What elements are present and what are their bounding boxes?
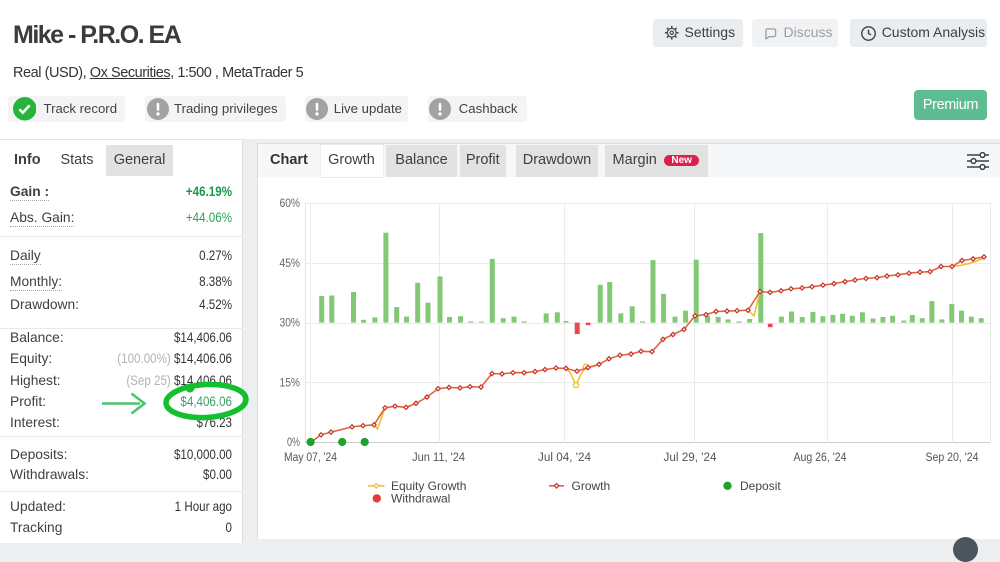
svg-text:45%: 45%: [280, 258, 301, 270]
svg-text:Withdrawal: Withdrawal: [391, 491, 450, 505]
svg-text:Growth: Growth: [572, 479, 611, 493]
svg-text:0%: 0%: [287, 437, 300, 449]
svg-text:60%: 60%: [280, 198, 301, 210]
svg-text:Equity Growth: Equity Growth: [391, 479, 466, 493]
svg-text:15%: 15%: [280, 377, 301, 389]
svg-text:Jul 29, '24: Jul 29, '24: [664, 452, 718, 464]
svg-text:Jun 11, '24: Jun 11, '24: [412, 452, 466, 464]
svg-text:Deposit: Deposit: [740, 479, 781, 493]
svg-text:Sep 20, '24: Sep 20, '24: [926, 452, 980, 464]
svg-text:May 07, '24: May 07, '24: [284, 452, 338, 464]
svg-text:Aug 26, '24: Aug 26, '24: [794, 452, 848, 464]
svg-text:30%: 30%: [280, 318, 301, 330]
svg-text:Jul 04, '24: Jul 04, '24: [538, 452, 592, 464]
